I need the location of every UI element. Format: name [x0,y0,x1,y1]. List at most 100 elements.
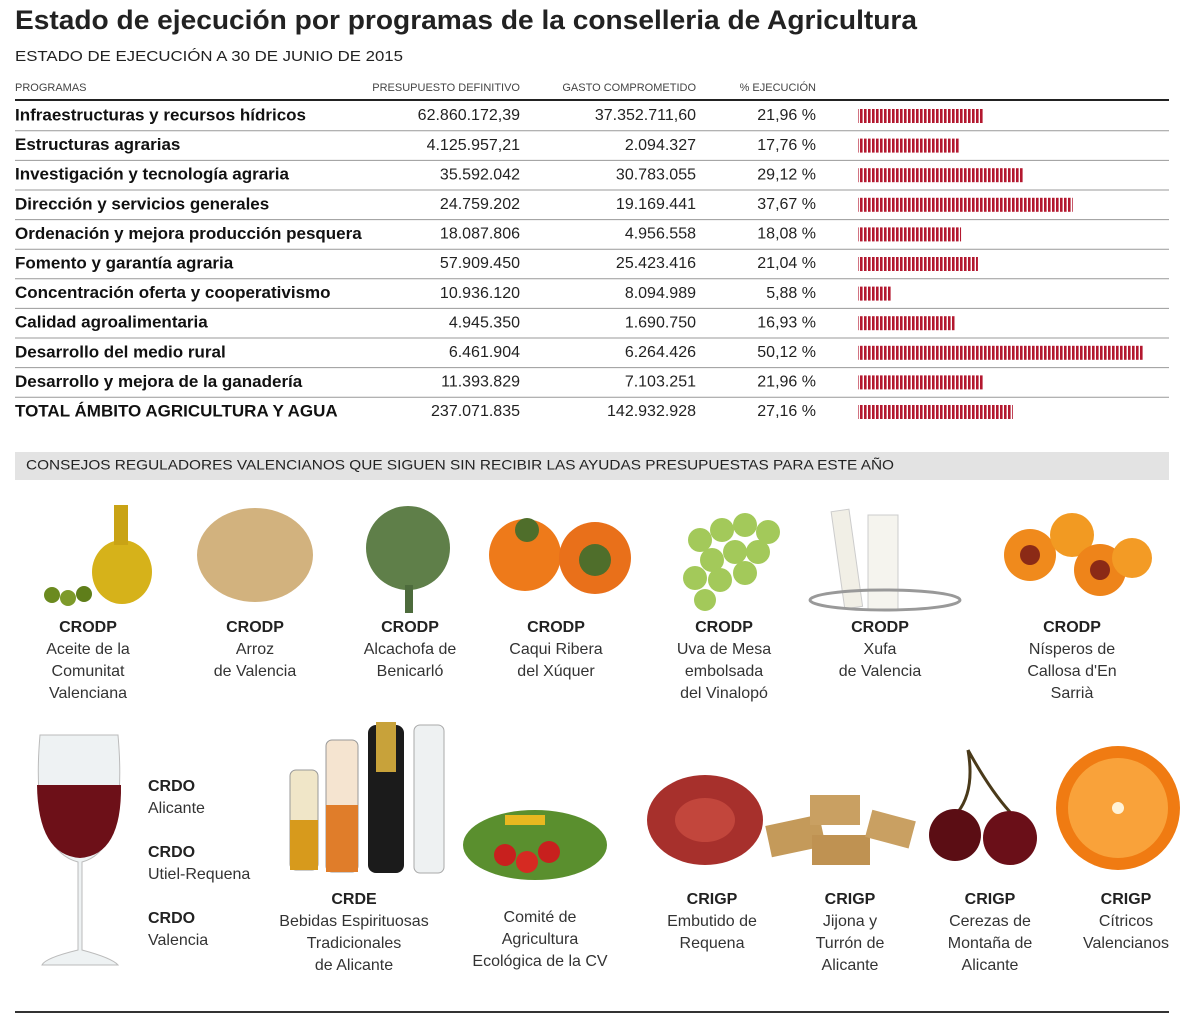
budget: 35.592.042 [440,166,520,183]
product-name: embolsada [685,663,763,680]
product-name: Cerezas de [949,913,1031,930]
product-name: Agricultura [502,931,579,948]
spent: 8.094.989 [625,285,696,302]
execution-pct: 37,67 % [757,196,816,213]
product-name: Benicarló [377,663,444,680]
product-name: Comité de [504,909,577,926]
product-type: CRODP [226,619,284,636]
program-name: Desarrollo del medio rural [15,342,226,361]
product-name: Embutido de [667,913,757,930]
spent: 6.264.426 [625,344,696,361]
product-name: Montaña de [948,935,1033,952]
product-type: CRODP [527,619,585,636]
execution-bar [858,168,1024,183]
spent: 25.423.416 [616,255,696,272]
program-name: Fomento y garantía agraria [15,253,234,272]
product-name: Alicante [822,957,879,974]
budget: 18.087.806 [440,226,520,243]
product-name: Arroz [236,641,274,658]
program-name: Concentración oferta y cooperativismo [15,283,331,302]
spent: 2.094.327 [625,137,696,154]
wine-type: CRDO [148,910,195,927]
product-name: Valenciana [49,685,127,702]
product-name: del Vinalopó [680,685,768,702]
execution-pct: 21,04 % [757,255,816,272]
program-name: TOTAL ÁMBITO AGRICULTURA Y AGUA [15,401,338,420]
program-name: Estructuras agrarias [15,135,180,154]
budget: 62.860.172,39 [418,107,520,124]
subtitle: ESTADO DE EJECUCIÓN A 30 DE JUNIO DE 201… [15,48,403,65]
product-type: CRODP [59,619,117,636]
title: Estado de ejecución por programas de la … [15,5,918,35]
product-type: CRIGP [965,891,1016,908]
product-type: CRIGP [1101,891,1152,908]
product-type: CRODP [851,619,909,636]
execution-pct: 50,12 % [757,344,816,361]
execution-bar [858,257,978,271]
spent: 19.169.441 [616,196,696,213]
spent: 37.352.711,60 [595,107,696,124]
product-name: Callosa d'En [1027,663,1116,680]
product-name: Ecológica de la CV [472,953,608,970]
budget: 10.936.120 [440,285,520,302]
execution-bar [858,138,960,153]
product-name: de Alicante [315,957,393,974]
execution-pct: 16,93 % [757,314,816,331]
product-name: de Valencia [214,663,297,680]
column-header: GASTO COMPROMETIDO [562,82,696,94]
spent: 1.690.750 [625,314,696,331]
budget: 24.759.202 [440,196,520,213]
section-band [15,452,1169,480]
product-name: Sarrià [1051,685,1094,702]
execution-bar [858,405,1013,419]
execution-pct: 27,16 % [757,403,816,420]
product-name: Comunitat [52,663,125,680]
wine-name: Valencia [148,932,208,949]
execution-pct: 5,88 % [766,285,816,302]
spent: 142.932.928 [607,403,696,420]
execution-bar [858,375,984,390]
budget: 57.909.450 [440,255,520,272]
execution-bar [858,345,1144,360]
product-type: CRODP [381,619,439,636]
wine-type: CRDO [148,844,195,861]
product-name: Aceite de la [46,641,130,658]
execution-bar [858,109,984,123]
execution-bar [858,197,1073,212]
product-type: CRIGP [825,891,876,908]
spent: 7.103.251 [625,374,696,391]
column-header: PROGRAMAS [15,82,87,94]
budget: 6.461.904 [449,344,520,361]
program-name: Dirección y servicios generales [15,194,269,213]
product-type: CRDE [331,891,377,908]
section-title: CONSEJOS REGULADORES VALENCIANOS QUE SIG… [26,457,894,473]
program-name: Desarrollo y mejora de la ganadería [15,372,303,391]
product-name: Bebidas Espirituosas [279,913,428,930]
product-name: Caqui Ribera [509,641,602,658]
execution-pct: 29,12 % [757,166,816,183]
column-header: PRESUPUESTO DEFINITIVO [372,82,520,94]
product-name: Valencianos [1083,935,1169,952]
execution-pct: 17,76 % [757,137,816,154]
budget: 11.393.829 [441,374,520,391]
spent: 4.956.558 [625,226,696,243]
product-name: Jijona y [823,913,877,930]
budget: 4.125.957,21 [427,137,521,154]
execution-bar [858,286,892,301]
product-name: Alcachofa de [364,641,457,658]
product-name: Tradicionales [307,935,402,952]
execution-bar [858,227,962,242]
execution-pct: 21,96 % [757,107,816,124]
execution-pct: 18,08 % [757,226,816,243]
wine-type: CRDO [148,778,195,795]
product-type: CRIGP [687,891,738,908]
product-name: Turrón de [816,935,885,952]
product-type: CRODP [695,619,753,636]
execution-pct: 21,96 % [757,374,816,391]
product-name: del Xúquer [517,663,595,680]
spent: 30.783.055 [616,166,696,183]
column-header: % EJECUCIÓN [740,81,816,94]
illustrations [37,505,1180,966]
product-name: Alicante [962,957,1019,974]
